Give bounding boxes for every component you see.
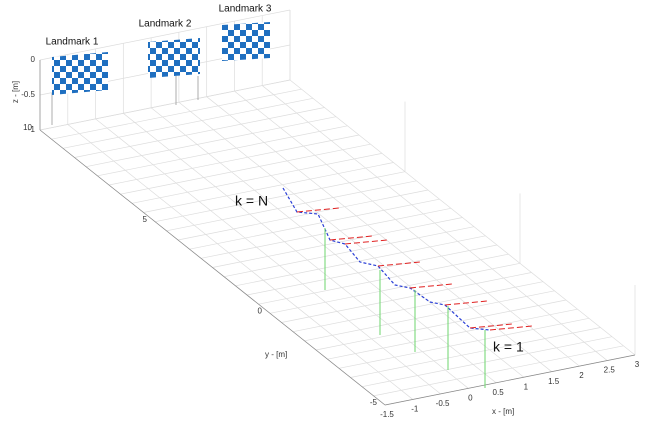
floor-grid-line	[339, 318, 589, 368]
floor-grid-line	[109, 135, 359, 185]
x-tick-label: -0.5	[436, 399, 450, 408]
floor-grid-line	[121, 144, 371, 194]
floor-grid-line	[316, 300, 566, 350]
z-axis-label: z - [m]	[11, 81, 20, 103]
x-axis-label: x - [m]	[492, 407, 514, 416]
floor-grid-line	[282, 273, 532, 323]
floor-grid-line	[247, 245, 497, 295]
x-tick-label: -1	[411, 405, 419, 414]
y-tick-label: -5	[370, 398, 378, 407]
x-tick-label: -1.5	[380, 410, 394, 419]
floor-grid-line	[290, 80, 635, 355]
y-tick-label: 5	[143, 215, 148, 224]
plot-3d: -1.5-1-0.500.511.522.531050-50-0.5-1 Lan…	[0, 0, 668, 422]
axis-line	[385, 355, 635, 405]
trajectory	[283, 188, 532, 388]
heading-line	[445, 301, 487, 305]
x-tick-label: 2.5	[604, 366, 616, 375]
annotation-start: k = N	[235, 193, 268, 209]
floor-grid-line	[179, 102, 524, 377]
x-tick-label: 0	[468, 393, 473, 402]
floor-grid-line	[207, 97, 552, 372]
floor-grid-line	[63, 98, 313, 148]
floor-grid-line	[262, 86, 607, 361]
floor-grid-line	[236, 236, 486, 286]
floor-grid-line	[293, 282, 543, 332]
landmark-board	[222, 22, 270, 61]
landmark-label: Landmark 1	[46, 37, 99, 48]
z-tick-label: -1	[28, 125, 36, 134]
heading-line	[345, 240, 387, 244]
heading-line	[378, 262, 420, 266]
landmark-label: Landmark 2	[139, 19, 192, 30]
axis-line	[40, 130, 385, 405]
z-tick-label: -0.5	[21, 90, 35, 99]
floor-grid-line	[155, 172, 405, 222]
floor-grid-line	[151, 108, 496, 383]
heading-line	[470, 324, 512, 328]
x-tick-label: 3	[635, 360, 640, 369]
heading-line	[490, 326, 532, 330]
floor-grid-line	[86, 117, 336, 167]
floor-grid-line	[328, 309, 578, 359]
floor-grid-line	[123, 113, 468, 388]
z-tick-label: 0	[31, 55, 36, 64]
x-tick-label: 1	[524, 382, 529, 391]
floor-grid-line	[190, 199, 440, 249]
floor-grid-line	[98, 126, 348, 176]
landmark-board	[52, 52, 108, 95]
x-tick-label: 1.5	[548, 377, 560, 386]
page: -1.5-1-0.500.511.522.531050-50-0.5-1 Lan…	[0, 0, 668, 427]
annotation-end: k = 1	[493, 339, 524, 355]
x-tick-label: 2	[579, 371, 584, 380]
floor-grid-line	[270, 263, 520, 313]
heading-line	[297, 208, 339, 212]
x-tick-label: 0.5	[493, 388, 505, 397]
floor-grid-line	[178, 190, 428, 240]
floor-grid-line	[259, 254, 509, 304]
floor-grid-line	[52, 89, 302, 139]
y-tick-label: 0	[258, 306, 263, 315]
floor-grid-line	[75, 108, 325, 158]
y-axis-label: y - [m]	[265, 350, 287, 359]
floor-grid-line	[144, 163, 394, 213]
floor-grid-line	[234, 91, 579, 366]
floor-grid-line	[351, 328, 601, 378]
floor-grid-line	[362, 337, 612, 387]
landmark-label: Landmark 3	[219, 4, 272, 15]
floor-grid-line	[305, 291, 555, 341]
floor-grid-line	[201, 208, 451, 258]
floor-grid-line	[224, 227, 474, 277]
floor-grid-line	[167, 181, 417, 231]
landmark-board	[148, 38, 200, 78]
